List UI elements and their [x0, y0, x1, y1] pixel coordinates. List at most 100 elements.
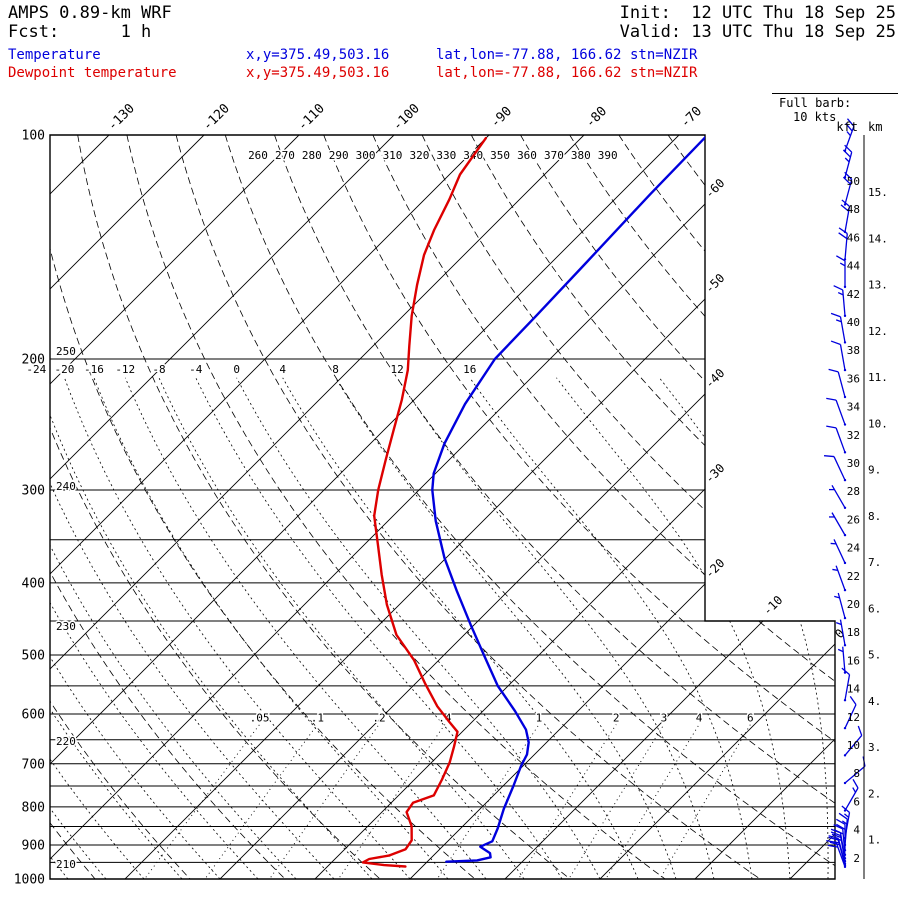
svg-text:-20: -20	[55, 363, 75, 376]
svg-text:18: 18	[847, 626, 860, 639]
svg-text:310: 310	[383, 149, 403, 162]
svg-text:360: 360	[517, 149, 537, 162]
svg-text:250: 250	[56, 345, 76, 358]
barb-key-value: 10 kts	[793, 110, 837, 124]
svg-text:2: 2	[853, 852, 860, 865]
plot-border	[49, 134, 836, 880]
svg-text:-130: -130	[105, 101, 138, 134]
svg-text:370: 370	[544, 149, 564, 162]
svg-text:240: 240	[56, 480, 76, 493]
svg-text:12.: 12.	[868, 325, 888, 338]
svg-text:.05: .05	[250, 712, 270, 725]
svg-text:300: 300	[356, 149, 376, 162]
svg-text:6.: 6.	[868, 602, 881, 615]
svg-text:13.: 13.	[868, 279, 888, 292]
svg-text:-120: -120	[200, 101, 233, 134]
svg-text:320: 320	[409, 149, 429, 162]
barb-key-divider	[772, 93, 898, 94]
svg-text:2.: 2.	[868, 787, 881, 800]
svg-text:7.: 7.	[868, 556, 881, 569]
svg-text:220: 220	[56, 735, 76, 748]
svg-text:32: 32	[847, 429, 860, 442]
dewpoint-latlon: lat,lon=-77.88, 166.62	[436, 65, 622, 81]
svg-text:-4: -4	[189, 363, 203, 376]
svg-text:15.: 15.	[868, 186, 888, 199]
svg-text:600: 600	[22, 707, 45, 722]
forecast-hour: Fcst: 1 h	[8, 22, 152, 42]
svg-text:200: 200	[22, 352, 45, 367]
svg-text:38: 38	[847, 344, 860, 357]
svg-text:4: 4	[696, 712, 703, 725]
svg-text:24: 24	[847, 542, 861, 555]
svg-text:9.: 9.	[868, 464, 881, 477]
svg-text:210: 210	[56, 858, 76, 871]
dewpoint-station: stn=NZIR	[630, 65, 698, 81]
dry-adiabat-left-labels: 250 240 230 220 210	[55, 344, 78, 873]
svg-text:-110: -110	[295, 101, 328, 134]
svg-text:290: 290	[329, 149, 349, 162]
svg-text:-10: -10	[760, 593, 785, 618]
svg-text:2: 2	[613, 712, 620, 725]
svg-text:22: 22	[847, 570, 860, 583]
svg-text:4.: 4.	[868, 695, 881, 708]
mixing-ratio-lines	[142, 724, 751, 879]
svg-text:100: 100	[22, 129, 45, 144]
svg-text:270: 270	[275, 149, 295, 162]
svg-text:46: 46	[847, 231, 860, 244]
svg-text:4: 4	[279, 363, 286, 376]
wind-barbs	[823, 118, 866, 869]
temperature-latlon: lat,lon=-77.88, 166.62	[436, 47, 622, 63]
isotherm-top-labels: -130 -120 -110 -100 -90 -80 -70	[105, 101, 705, 134]
svg-text:8: 8	[332, 363, 339, 376]
mixing-ratio-labels: .05.1.2.4 1 2 3 4 6	[248, 710, 755, 726]
svg-text:260: 260	[248, 149, 268, 162]
svg-text:230: 230	[56, 620, 76, 633]
svg-text:700: 700	[22, 757, 45, 772]
svg-text:6: 6	[747, 712, 754, 725]
svg-text:380: 380	[571, 149, 591, 162]
init-time: Init: 12 UTC Thu 18 Sep 25	[619, 3, 896, 23]
svg-text:330: 330	[436, 149, 456, 162]
dewpoint-curve	[361, 136, 487, 868]
svg-text:-12: -12	[115, 363, 135, 376]
svg-text:1: 1	[536, 712, 543, 725]
svg-text:44: 44	[847, 260, 861, 273]
temperature-station: stn=NZIR	[630, 47, 698, 63]
svg-text:350: 350	[490, 149, 510, 162]
height-axis-labels: kft km50484644424038363432302826242220181…	[836, 120, 888, 865]
svg-text:11.: 11.	[868, 371, 888, 384]
svg-text:900: 900	[22, 838, 45, 853]
svg-text:-20: -20	[702, 556, 727, 581]
svg-text:10: 10	[847, 739, 860, 752]
barb-key-title: Full barb:	[779, 96, 852, 110]
svg-text:6: 6	[853, 795, 860, 808]
svg-text:800: 800	[22, 800, 45, 815]
svg-text:1000: 1000	[14, 873, 45, 888]
svg-text:14: 14	[847, 683, 861, 696]
svg-text:.2: .2	[372, 712, 385, 725]
svg-text:1.: 1.	[868, 834, 881, 847]
svg-text:-60: -60	[702, 176, 727, 201]
dewpoint-legend-label: Dewpoint temperature	[8, 65, 177, 81]
svg-text:3: 3	[661, 712, 668, 725]
svg-text:400: 400	[22, 576, 45, 591]
svg-text:26: 26	[847, 513, 860, 526]
svg-text:50: 50	[847, 175, 860, 188]
svg-text:.1: .1	[311, 712, 324, 725]
svg-text:-40: -40	[702, 366, 727, 391]
svg-text:-8: -8	[152, 363, 165, 376]
svg-text:-16: -16	[84, 363, 104, 376]
dry-adiabat-lines	[50, 135, 835, 879]
dry-adiabat-top-labels: 260 270 280 290 300 310 320 330 340 350 360 370 380 3…	[247, 148, 620, 164]
svg-text:390: 390	[598, 149, 618, 162]
svg-text:36: 36	[847, 372, 860, 385]
moist-adiabat-labels: -24 -20 -16 -12 -8 -4 0 4 8 12 16	[25, 361, 478, 377]
svg-text:-100: -100	[390, 101, 423, 134]
isotherm-lines	[50, 135, 835, 879]
svg-text:5.: 5.	[868, 649, 881, 662]
model-title: AMPS 0.89-km WRF	[8, 3, 172, 23]
svg-text:12: 12	[847, 711, 860, 724]
moist-adiabat-lines	[50, 377, 835, 879]
svg-text:42: 42	[847, 288, 860, 301]
